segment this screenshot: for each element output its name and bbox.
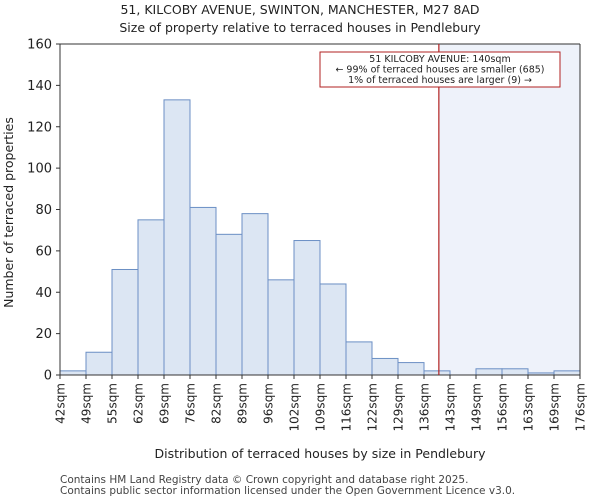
x-tick-label: 169sqm [548, 383, 562, 431]
y-tick-label: 20 [35, 327, 52, 342]
chart-title-address: 51, KILCOBY AVENUE, SWINTON, MANCHESTER,… [120, 2, 480, 17]
y-tick-label: 60 [35, 244, 52, 259]
x-tick-label: 109sqm [314, 383, 328, 431]
x-tick-label: 89sqm [236, 383, 250, 424]
x-tick-label: 122sqm [366, 383, 380, 431]
x-tick-label: 163sqm [522, 383, 536, 431]
x-tick-label: 42sqm [54, 383, 68, 424]
histogram-bar [397, 362, 425, 376]
larger-region-shade [438, 44, 580, 375]
histogram-bar [241, 213, 269, 376]
annotation-property-label: 51 KILCOBY AVENUE: 140sqm [369, 54, 510, 65]
y-tick-label: 120 [27, 120, 52, 135]
y-tick-label: 40 [35, 286, 52, 301]
x-tick-label: 96sqm [262, 383, 276, 424]
y-axis-label: Number of terraced properties [1, 117, 16, 308]
annotation-box [319, 51, 561, 88]
x-tick-label: 156sqm [496, 383, 510, 431]
y-tick-label: 140 [27, 79, 52, 94]
x-tick-label: 136sqm [418, 383, 432, 431]
x-tick-label: 143sqm [444, 383, 458, 431]
y-tick-label: 80 [35, 203, 52, 218]
histogram-bar [293, 240, 321, 376]
y-tick-label: 100 [27, 162, 52, 177]
histogram-bar [501, 368, 529, 376]
histogram-bar [553, 370, 581, 376]
histogram-bar [475, 368, 503, 376]
histogram-bar [59, 370, 87, 376]
histogram-bar [189, 206, 217, 376]
x-tick-label: 76sqm [184, 383, 198, 424]
x-tick-label: 62sqm [132, 383, 146, 424]
histogram-bar [111, 268, 139, 376]
footer-licence: Contains public sector information licen… [60, 485, 516, 497]
y-tick-label: 160 [27, 38, 52, 53]
histogram-bar [371, 357, 399, 376]
y-tick-label: 0 [44, 369, 52, 384]
histogram-bar [163, 99, 191, 376]
footer-copyright: Contains HM Land Registry data © Crown c… [60, 474, 469, 486]
x-tick-label: 176sqm [574, 383, 588, 431]
histogram-bar [423, 370, 451, 376]
histogram-bar [137, 219, 165, 376]
annotation-smaller-text: ← 99% of terraced houses are smaller (68… [335, 65, 544, 76]
x-tick-label: 116sqm [340, 383, 354, 431]
x-tick-label: 149sqm [470, 383, 484, 431]
histogram-bar [345, 341, 373, 376]
x-tick-label: 55sqm [106, 383, 120, 424]
histogram-bar [85, 351, 113, 376]
histogram-bar [267, 279, 295, 376]
x-axis-label: Distribution of terraced houses by size … [155, 446, 487, 461]
histogram-bar [319, 283, 347, 376]
x-tick-label: 82sqm [210, 383, 224, 424]
x-tick-label: 69sqm [158, 383, 172, 424]
chart-title: Size of property relative to terraced ho… [119, 20, 481, 35]
x-tick-label: 49sqm [80, 383, 94, 424]
x-tick-label: 102sqm [288, 383, 302, 431]
histogram-bar [215, 233, 243, 376]
x-tick-label: 129sqm [392, 383, 406, 431]
annotation-larger-text: 1% of terraced houses are larger (9) → [348, 75, 532, 86]
